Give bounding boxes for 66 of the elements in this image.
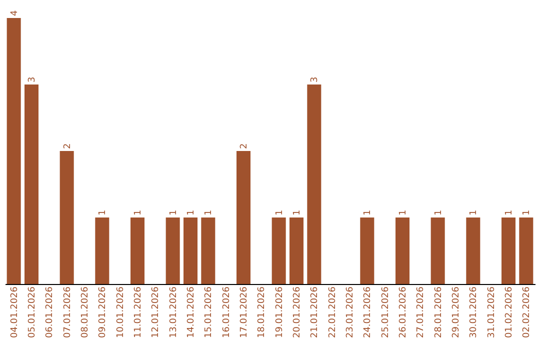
x-tick-label: 02.02.2026: [522, 286, 532, 338]
data-label: 1: [469, 210, 480, 216]
x-tick-label: 06.01.2026: [45, 286, 56, 338]
data-label: 1: [98, 210, 108, 216]
x-tick-label: 01.02.2026: [504, 286, 514, 338]
bar: [130, 218, 144, 284]
data-label: 1: [398, 210, 408, 216]
bar: [360, 218, 374, 284]
bar: [166, 218, 180, 284]
bar: [24, 84, 38, 284]
x-tick-label: 21.01.2026: [310, 286, 320, 338]
bar: [60, 151, 74, 284]
bar: [502, 218, 516, 284]
bar: [272, 218, 286, 284]
x-tick-label: 24.01.2026: [363, 286, 374, 338]
bar: [430, 218, 445, 284]
data-label: 1: [186, 210, 196, 216]
bar: [519, 218, 534, 284]
bar: [396, 218, 410, 284]
x-tick-label: 29.01.2026: [452, 286, 462, 338]
bar: [95, 218, 110, 284]
data-label: 1: [292, 210, 302, 216]
bar: [307, 84, 322, 284]
data-label: 4: [10, 10, 20, 16]
x-tick-label: 25.01.2026: [380, 286, 391, 338]
data-label: 1: [274, 210, 285, 216]
x-tick-label: 28.01.2026: [434, 286, 444, 338]
data-label: 1: [522, 210, 532, 216]
data-label: 1: [363, 210, 374, 216]
x-tick-label: 15.01.2026: [204, 286, 214, 338]
x-tick-label: 19.01.2026: [274, 286, 285, 338]
x-tick-label: 04.01.2026: [10, 286, 20, 338]
x-tick-label: 26.01.2026: [398, 286, 408, 338]
x-tick-label: 05.01.2026: [28, 286, 38, 338]
x-tick-label: 11.01.2026: [134, 286, 144, 338]
data-label: 3: [28, 76, 38, 82]
bar: [201, 218, 216, 284]
x-tick-label: 14.01.2026: [186, 286, 196, 338]
x-tick-label: 13.01.2026: [168, 286, 179, 338]
x-tick-label: 09.01.2026: [98, 286, 108, 338]
data-label: 1: [504, 210, 514, 216]
bar: [184, 218, 198, 284]
x-tick-label: 16.01.2026: [222, 286, 232, 338]
data-label: 3: [310, 76, 320, 82]
x-tick-label: 18.01.2026: [257, 286, 268, 338]
x-tick-label: 07.01.2026: [62, 286, 73, 338]
x-tick-label: 23.01.2026: [346, 286, 356, 338]
bar: [236, 151, 250, 284]
data-label: 1: [434, 210, 444, 216]
data-label: 1: [204, 210, 214, 216]
bar: [290, 218, 304, 284]
bar: [6, 18, 21, 284]
data-label: 2: [62, 143, 73, 149]
data-label: 1: [168, 210, 179, 216]
x-tick-label: 27.01.2026: [416, 286, 426, 338]
x-tick-label: 10.01.2026: [116, 286, 126, 338]
x-tick-label: 08.01.2026: [80, 286, 90, 338]
data-label: 1: [134, 210, 144, 216]
x-tick-label: 30.01.2026: [469, 286, 480, 338]
bar: [466, 218, 480, 284]
x-tick-label: 31.01.2026: [486, 286, 497, 338]
x-tick-label: 12.01.2026: [151, 286, 162, 338]
data-label: 2: [240, 143, 250, 149]
x-tick-label: 17.01.2026: [240, 286, 250, 338]
x-tick-label: 20.01.2026: [292, 286, 302, 338]
x-tick-label: 22.01.2026: [328, 286, 338, 338]
